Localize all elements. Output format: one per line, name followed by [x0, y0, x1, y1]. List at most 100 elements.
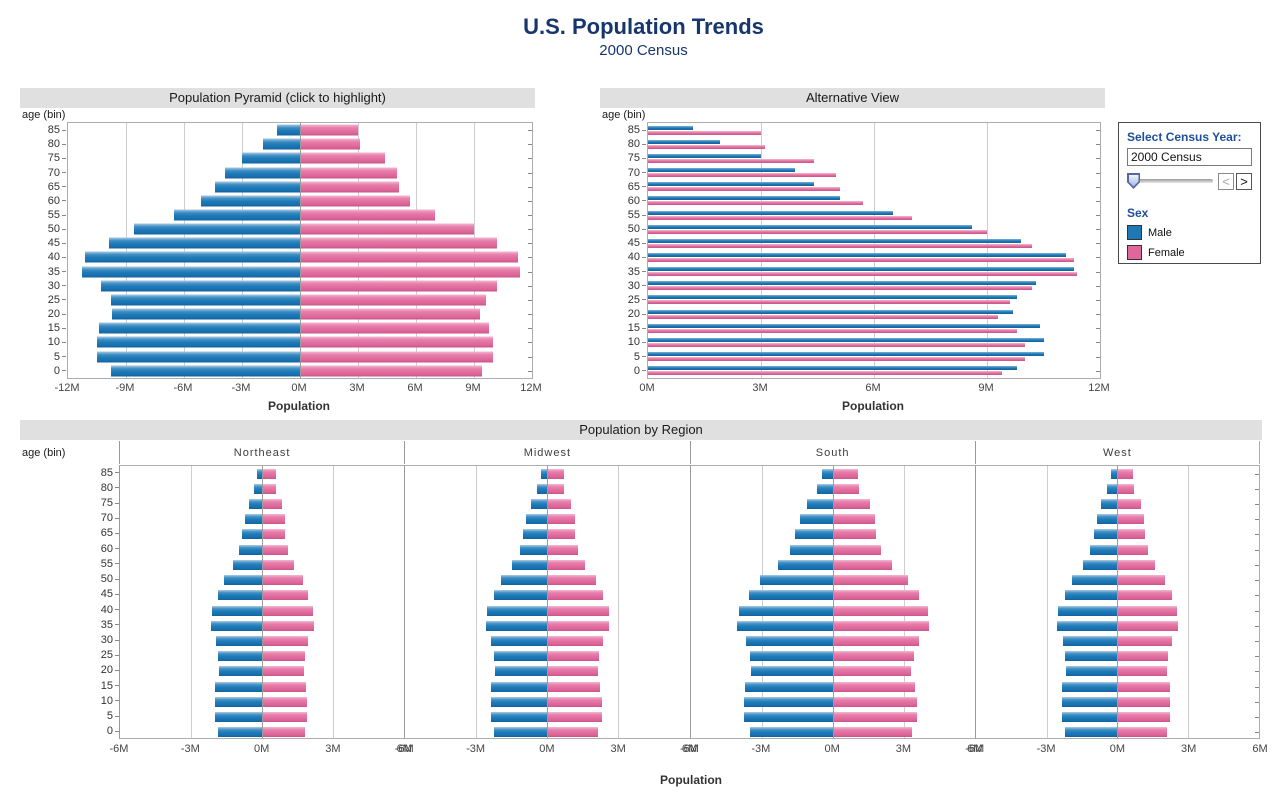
- male-bar-age-5[interactable]: [490, 712, 548, 723]
- male-bar-age-80[interactable]: [536, 483, 548, 494]
- male-bar-age-35[interactable]: [486, 620, 548, 631]
- female-bar-age-35[interactable]: [832, 620, 929, 631]
- male-bar-age-10[interactable]: [214, 696, 263, 707]
- female-bar-age-60[interactable]: [547, 544, 579, 555]
- male-bar-age-50[interactable]: [500, 575, 548, 586]
- male-bar-age-65[interactable]: [523, 529, 548, 540]
- female-bar-age-10[interactable]: [1117, 696, 1171, 707]
- female-bar-age-0[interactable]: [1117, 727, 1168, 738]
- male-bar-age-20[interactable]: [750, 666, 833, 677]
- female-bar-age-70[interactable]: [262, 514, 285, 525]
- male-bar-age-65[interactable]: [795, 529, 833, 540]
- male-bar-age-10[interactable]: [97, 336, 300, 348]
- male-bar-age-45[interactable]: [648, 238, 1021, 243]
- male-bar-age-0[interactable]: [218, 727, 263, 738]
- male-bar-age-40[interactable]: [212, 605, 263, 616]
- female-bar-age-75[interactable]: [300, 152, 386, 164]
- female-bar-age-15[interactable]: [648, 328, 1018, 333]
- male-bar-age-30[interactable]: [491, 636, 548, 647]
- female-bar-age-75[interactable]: [547, 499, 572, 510]
- male-bar-age-85[interactable]: [276, 124, 300, 136]
- male-bar-age-5[interactable]: [648, 352, 1044, 357]
- female-bar-age-45[interactable]: [648, 243, 1033, 248]
- female-bar-age-5[interactable]: [547, 712, 602, 723]
- female-bar-age-0[interactable]: [648, 371, 1003, 376]
- male-bar-age-75[interactable]: [531, 499, 548, 510]
- female-bar-age-75[interactable]: [832, 499, 870, 510]
- female-bar-age-60[interactable]: [1117, 544, 1148, 555]
- female-bar-age-80[interactable]: [832, 483, 859, 494]
- female-bar-age-40[interactable]: [547, 605, 609, 616]
- male-bar-age-45[interactable]: [1064, 590, 1118, 601]
- female-bar-age-15[interactable]: [547, 681, 601, 692]
- male-bar-age-75[interactable]: [242, 152, 300, 164]
- female-bar-age-5[interactable]: [832, 712, 917, 723]
- female-bar-age-40[interactable]: [262, 605, 314, 616]
- female-bar-age-25[interactable]: [547, 651, 600, 662]
- legend-item-female[interactable]: Female: [1127, 245, 1252, 260]
- male-bar-age-0[interactable]: [648, 366, 1018, 371]
- female-bar-age-75[interactable]: [262, 499, 283, 510]
- male-bar-age-10[interactable]: [490, 696, 548, 707]
- female-bar-age-20[interactable]: [832, 666, 912, 677]
- female-bar-age-40[interactable]: [1117, 605, 1178, 616]
- female-bar-age-20[interactable]: [648, 314, 999, 319]
- male-bar-age-35[interactable]: [81, 266, 300, 278]
- male-bar-age-25[interactable]: [749, 651, 833, 662]
- male-bar-age-25[interactable]: [110, 294, 300, 306]
- male-bar-age-65[interactable]: [242, 529, 263, 540]
- female-bar-age-35[interactable]: [300, 266, 521, 278]
- male-bar-age-70[interactable]: [224, 167, 300, 179]
- male-bar-age-25[interactable]: [1065, 651, 1118, 662]
- female-bar-age-5[interactable]: [262, 712, 308, 723]
- female-bar-age-70[interactable]: [1117, 514, 1145, 525]
- male-bar-age-80[interactable]: [263, 138, 300, 150]
- female-bar-age-35[interactable]: [262, 620, 314, 631]
- female-bar-age-70[interactable]: [832, 514, 875, 525]
- male-bar-age-45[interactable]: [493, 590, 548, 601]
- slider-track[interactable]: [1127, 179, 1213, 183]
- male-bar-age-65[interactable]: [214, 181, 300, 193]
- female-bar-age-65[interactable]: [300, 181, 399, 193]
- male-bar-age-10[interactable]: [744, 696, 833, 707]
- male-bar-age-15[interactable]: [98, 322, 300, 334]
- male-bar-age-0[interactable]: [494, 727, 548, 738]
- female-bar-age-30[interactable]: [262, 636, 309, 647]
- male-bar-age-65[interactable]: [1094, 529, 1118, 540]
- male-bar-age-70[interactable]: [648, 168, 795, 173]
- male-bar-age-75[interactable]: [648, 153, 761, 158]
- female-bar-age-20[interactable]: [300, 308, 480, 320]
- male-bar-age-50[interactable]: [760, 575, 833, 586]
- male-bar-age-15[interactable]: [744, 681, 833, 692]
- male-bar-age-15[interactable]: [648, 323, 1040, 328]
- male-bar-age-50[interactable]: [1071, 575, 1118, 586]
- male-bar-age-35[interactable]: [1057, 620, 1118, 631]
- female-bar-age-55[interactable]: [300, 209, 436, 221]
- male-bar-age-5[interactable]: [744, 712, 833, 723]
- female-bar-age-85[interactable]: [832, 468, 858, 479]
- female-bar-age-60[interactable]: [262, 544, 288, 555]
- female-bar-age-20[interactable]: [547, 666, 598, 677]
- female-bar-age-25[interactable]: [1117, 651, 1169, 662]
- female-bar-age-45[interactable]: [300, 237, 498, 249]
- male-bar-age-45[interactable]: [749, 590, 833, 601]
- female-bar-age-20[interactable]: [262, 666, 305, 677]
- male-bar-age-25[interactable]: [648, 295, 1018, 300]
- female-bar-age-40[interactable]: [300, 251, 519, 263]
- female-bar-age-65[interactable]: [832, 529, 876, 540]
- male-bar-age-30[interactable]: [100, 280, 300, 292]
- male-bar-age-70[interactable]: [799, 514, 833, 525]
- male-bar-age-35[interactable]: [648, 267, 1074, 272]
- female-bar-age-85[interactable]: [547, 468, 564, 479]
- male-bar-age-75[interactable]: [248, 499, 263, 510]
- female-bar-age-0[interactable]: [262, 727, 305, 738]
- male-bar-age-5[interactable]: [214, 712, 263, 723]
- male-bar-age-70[interactable]: [526, 514, 548, 525]
- male-bar-age-30[interactable]: [648, 281, 1036, 286]
- female-bar-age-10[interactable]: [547, 696, 602, 707]
- male-bar-age-15[interactable]: [491, 681, 548, 692]
- female-bar-age-15[interactable]: [1117, 681, 1170, 692]
- female-bar-age-30[interactable]: [832, 636, 919, 647]
- female-bar-age-55[interactable]: [1117, 559, 1155, 570]
- female-bar-age-30[interactable]: [648, 286, 1033, 291]
